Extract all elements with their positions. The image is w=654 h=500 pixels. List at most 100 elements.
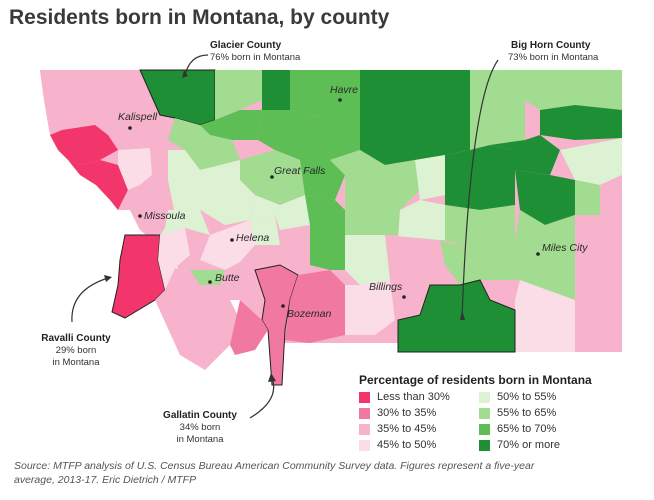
- city-dot-havre: [338, 98, 342, 102]
- city-dot-miles-city: [536, 252, 540, 256]
- bighorn-callout-title: Big Horn County: [511, 40, 591, 51]
- gallatin-callout-arrow: [249, 377, 275, 419]
- county-teton: [168, 118, 240, 170]
- legend-swatch: [479, 391, 490, 403]
- legend-swatch: [359, 439, 370, 451]
- legend-item-55-65: 55% to 65%: [479, 406, 556, 420]
- city-label-helena: Helena: [236, 232, 269, 244]
- ravalli-callout-title: Ravalli County: [41, 333, 111, 344]
- source-line-1: Source: MTFP analysis of U.S. Census Bur…: [14, 460, 535, 472]
- legend-swatch: [359, 407, 370, 419]
- legend-item-30-35: 30% to 35%: [359, 406, 436, 420]
- county-pondera: [200, 110, 262, 140]
- county-jefferson: [200, 220, 255, 270]
- county-broadwater: [250, 215, 280, 245]
- county-big-horn: [397, 279, 516, 353]
- county-meagher: [250, 195, 310, 230]
- ravalli-arrowhead: [104, 275, 112, 282]
- county-richland: [560, 138, 622, 185]
- county-gallatin: [254, 264, 299, 386]
- city-dot-butte: [208, 280, 212, 284]
- map-title: Residents born in Montana, by county: [9, 6, 390, 29]
- gallatin-callout-sub2: in Montana: [176, 434, 224, 445]
- city-label-billings: Billings: [369, 281, 403, 293]
- county-toole: [215, 70, 262, 120]
- ravalli-callout-sub1: 29% born: [56, 345, 97, 356]
- county-powell: [160, 210, 210, 235]
- gallatin-arrowhead: [268, 373, 276, 382]
- legend-item-50-55: 50% to 55%: [479, 390, 556, 404]
- county-judith-basin: [300, 160, 345, 200]
- county-madison-south: [230, 300, 268, 355]
- city-label-butte: Butte: [215, 272, 240, 284]
- city-dot-kalispell: [128, 126, 132, 130]
- legend-label: 30% to 35%: [377, 407, 437, 419]
- county-roosevelt: [540, 105, 622, 140]
- county-lincoln: [40, 70, 108, 135]
- county-silver-bow: [190, 270, 225, 285]
- glacier-callout-sub: 76% born in Montana: [210, 52, 301, 63]
- city-dot-billings: [402, 295, 406, 299]
- legend-swatch: [359, 391, 370, 403]
- source-note: Source: MTFP analysis of U.S. Census Bur…: [14, 459, 644, 487]
- source-line-2: average, 2013-17. Eric Dietrich / MTFP: [14, 474, 197, 486]
- legend-item-less-than-30: Less than 30%: [359, 390, 450, 404]
- glacier-callout-title: Glacier County: [210, 40, 282, 51]
- county-petroleum: [415, 155, 445, 200]
- legend-item-65-70: 65% to 70%: [479, 422, 556, 436]
- county-chouteau: [258, 110, 360, 160]
- county-wheatland: [305, 195, 345, 235]
- city-dot-missoula: [138, 214, 142, 218]
- county-carter: [575, 240, 622, 352]
- city-dot-helena: [230, 238, 234, 242]
- county-treasure: [440, 240, 480, 285]
- county-musselshell: [398, 200, 445, 240]
- legend-label: 70% or more: [497, 439, 560, 451]
- county-lake: [118, 148, 152, 190]
- legend-label: 65% to 70%: [497, 423, 557, 435]
- county-ravalli: [111, 234, 166, 319]
- legend-item-35-45: 35% to 45%: [359, 422, 436, 436]
- bighorn-callout-sub: 73% born in Montana: [508, 52, 599, 63]
- legend-label: Less than 30%: [377, 391, 450, 403]
- glacier-callout-arrow: [184, 54, 209, 76]
- city-label-kalispell: Kalispell: [118, 111, 158, 123]
- glacier-arrowhead: [182, 70, 188, 78]
- county-valley: [470, 70, 525, 150]
- county-fallon: [600, 175, 622, 240]
- county-rosebud: [445, 205, 520, 280]
- county-phillips: [415, 70, 470, 160]
- county-sheridan: [575, 70, 622, 110]
- county-blaine: [360, 70, 415, 165]
- county-mineral: [68, 160, 128, 210]
- county-yellowstone: [385, 235, 445, 280]
- county-beaverhead: [155, 268, 240, 370]
- county-sanders: [50, 125, 118, 165]
- county-granite: [158, 228, 190, 290]
- county-golden-valley: [345, 210, 400, 235]
- county-carbon: [345, 280, 395, 335]
- county-sweet-grass: [310, 235, 345, 270]
- legend-item-70-plus: 70% or more: [479, 438, 560, 452]
- county-liberty: [262, 70, 290, 110]
- county-flathead: [95, 70, 175, 150]
- city-dot-great-falls: [270, 175, 274, 179]
- gallatin-callout-sub1: 34% born: [180, 422, 221, 433]
- county-madison: [200, 262, 265, 300]
- city-dot-bozeman: [281, 304, 285, 308]
- legend-label: 45% to 50%: [377, 439, 437, 451]
- legend-label: 50% to 55%: [497, 391, 557, 403]
- legend-swatch: [359, 423, 370, 435]
- city-label-havre: Havre: [330, 84, 358, 96]
- county-powder-river: [515, 280, 575, 352]
- city-label-bozeman: Bozeman: [287, 308, 332, 320]
- gallatin-callout-title: Gallatin County: [163, 410, 237, 421]
- legend-title: Percentage of residents born in Montana: [359, 373, 592, 387]
- legend-swatch: [479, 439, 490, 451]
- legend-swatch: [479, 423, 490, 435]
- bighorn-arrowhead: [460, 310, 465, 320]
- bighorn-callout-arrow: [461, 59, 499, 319]
- ravalli-callout-arrow: [71, 277, 109, 323]
- city-label-great-falls: Great Falls: [274, 165, 326, 177]
